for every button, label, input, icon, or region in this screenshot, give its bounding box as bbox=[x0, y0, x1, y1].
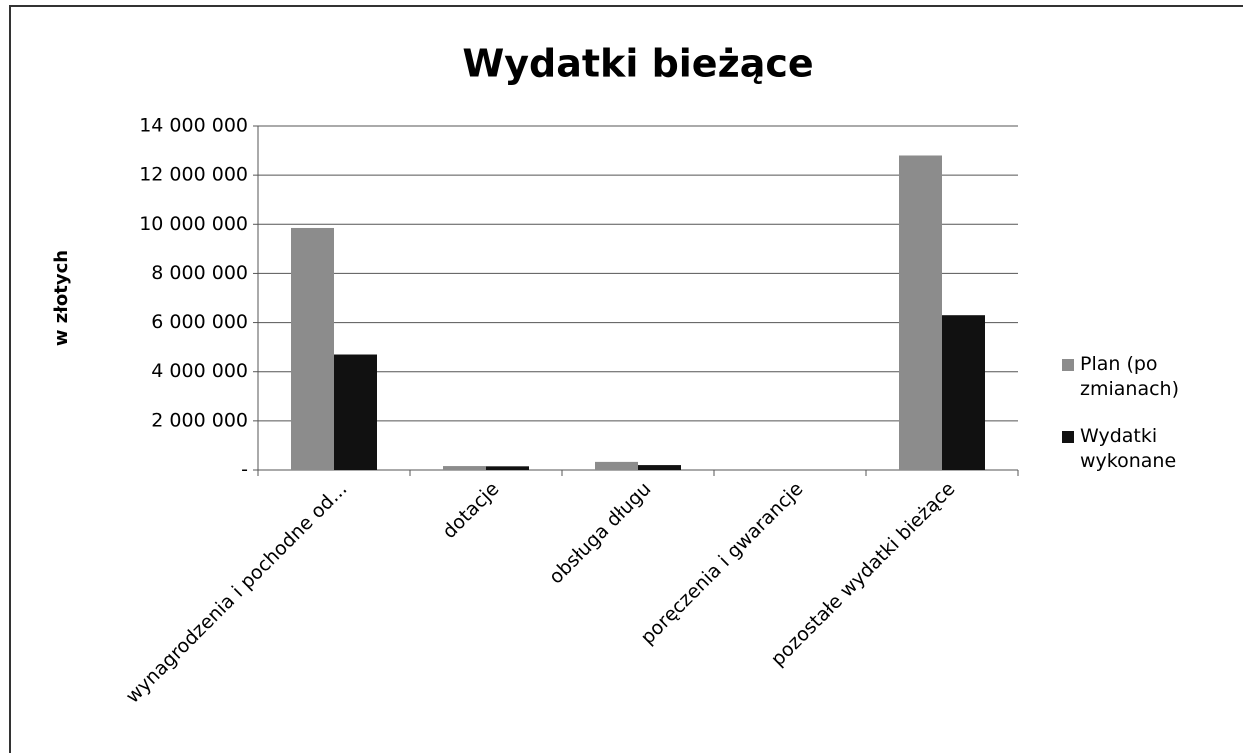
bar bbox=[595, 461, 638, 470]
chart-title: Wydatki bieżące bbox=[462, 42, 813, 86]
x-tick-label: obsługa długu bbox=[545, 478, 656, 589]
y-tick-label: 10 000 000 bbox=[139, 213, 248, 235]
frame bbox=[9, 5, 1243, 753]
x-tick-label: pozostałe wydatki bieżące bbox=[767, 478, 960, 671]
legend-item: Wydatki wykonane bbox=[1062, 424, 1242, 474]
y-tick-label: 4 000 000 bbox=[151, 360, 248, 382]
bar bbox=[291, 227, 334, 470]
y-axis-label: w złotych bbox=[51, 250, 72, 346]
y-tick-label: - bbox=[241, 459, 248, 481]
legend-swatch bbox=[1062, 359, 1074, 371]
legend-label: Wydatki wykonane bbox=[1080, 425, 1177, 472]
x-tick-label: wynagrodzenia i pochodne od... bbox=[122, 478, 352, 708]
x-tick-label: dotacje bbox=[438, 478, 503, 543]
legend-label: Plan (po zmianach) bbox=[1080, 353, 1179, 400]
bar bbox=[486, 466, 529, 470]
bar bbox=[443, 466, 486, 470]
legend-swatch bbox=[1062, 431, 1074, 443]
bar bbox=[638, 465, 681, 470]
y-tick-label: 6 000 000 bbox=[151, 311, 248, 333]
legend: Plan (po zmianach) Wydatki wykonane bbox=[1062, 352, 1242, 496]
y-tick-label: 14 000 000 bbox=[139, 115, 248, 137]
y-tick-label: 12 000 000 bbox=[139, 164, 248, 186]
bar bbox=[942, 315, 985, 470]
bar bbox=[334, 354, 377, 470]
y-tick-label: 2 000 000 bbox=[151, 409, 248, 431]
legend-item: Plan (po zmianach) bbox=[1062, 352, 1242, 402]
y-tick-label: 8 000 000 bbox=[151, 262, 248, 284]
x-tick-label: poręczenia i gwarancje bbox=[636, 478, 807, 649]
bar bbox=[899, 155, 942, 470]
